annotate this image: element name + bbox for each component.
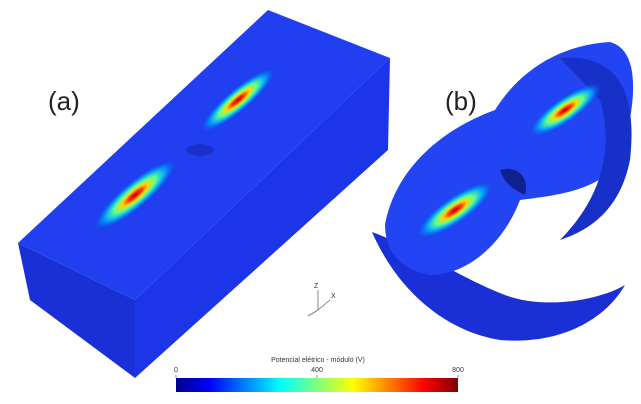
axis-label: X	[331, 293, 336, 300]
colorbar-tick-label: 0	[174, 367, 178, 374]
panel-label: (a)	[48, 86, 80, 116]
axis-label: Z	[314, 283, 319, 290]
colorbar-title: Potencial elétrico - módulo (V)	[271, 357, 365, 364]
colorbar-tick-label: 800	[452, 367, 464, 374]
colorbar-tick-label: 400	[311, 367, 323, 374]
figure: (a) (b) Z X Potencial elétrico - módulo …	[0, 0, 641, 404]
box-render	[18, 10, 390, 378]
colorbar-ticks: 0 400 800	[174, 367, 464, 378]
colorbar	[176, 378, 458, 392]
surface-render	[372, 42, 633, 341]
panel-label: (b)	[445, 86, 477, 116]
axes-triad	[308, 290, 330, 316]
